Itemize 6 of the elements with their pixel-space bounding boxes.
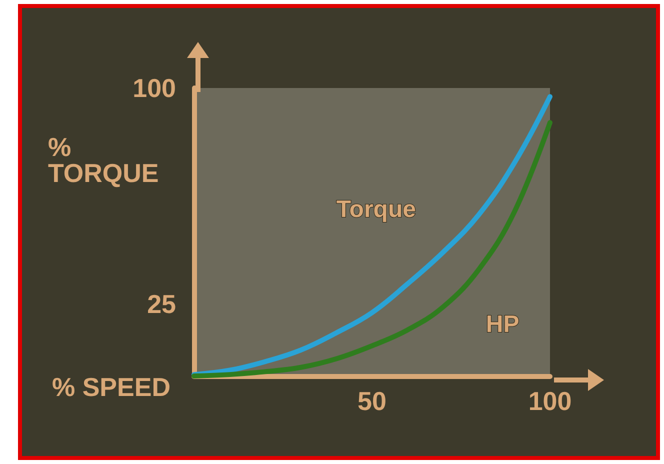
series-label: Torque xyxy=(336,196,416,223)
series-label: HP xyxy=(486,311,520,338)
y-tick-label: 25 xyxy=(147,289,176,319)
x-tick-label: 50 xyxy=(358,386,386,416)
x-axis-title: % SPEED xyxy=(52,372,170,402)
y-axis-title: % TORQUE xyxy=(48,132,159,188)
